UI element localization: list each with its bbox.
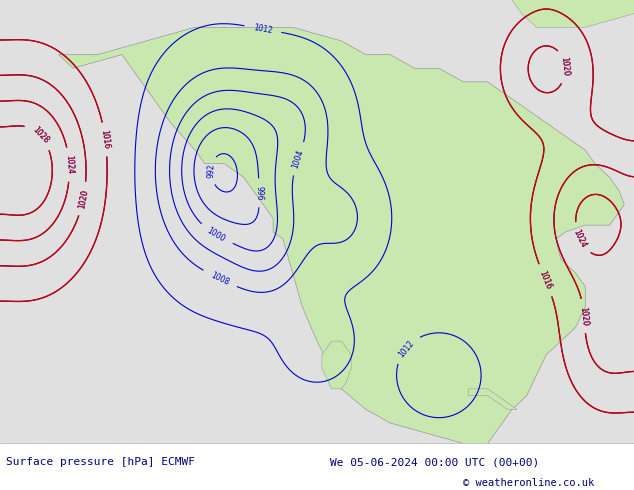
Text: 1016: 1016 (100, 129, 111, 149)
Text: 1008: 1008 (209, 270, 231, 287)
Text: 1024: 1024 (571, 228, 588, 249)
Text: 1004: 1004 (291, 148, 306, 170)
Text: 1020: 1020 (559, 57, 570, 77)
Text: 1020: 1020 (77, 189, 89, 209)
Text: Surface pressure [hPa] ECMWF: Surface pressure [hPa] ECMWF (6, 457, 195, 467)
Text: 1012: 1012 (253, 23, 273, 35)
Text: 1020: 1020 (77, 189, 89, 209)
Polygon shape (58, 27, 624, 443)
Text: We 05-06-2024 00:00 UTC (00+00): We 05-06-2024 00:00 UTC (00+00) (330, 457, 539, 467)
Text: 1016: 1016 (538, 270, 553, 291)
Text: 1016: 1016 (538, 270, 553, 291)
Text: 1024: 1024 (64, 155, 74, 174)
Text: 996: 996 (255, 185, 264, 200)
Text: © weatheronline.co.uk: © weatheronline.co.uk (463, 478, 594, 488)
Text: 992: 992 (207, 163, 216, 178)
Text: 1028: 1028 (30, 125, 50, 145)
Polygon shape (322, 341, 351, 389)
Polygon shape (512, 0, 634, 27)
Text: 1000: 1000 (205, 226, 227, 244)
Text: 1012: 1012 (396, 338, 415, 359)
Text: 1028: 1028 (30, 125, 50, 145)
Text: 1020: 1020 (578, 306, 590, 326)
Text: 1020: 1020 (578, 306, 590, 326)
Text: 1020: 1020 (559, 57, 570, 77)
Text: 1024: 1024 (64, 155, 74, 174)
Text: 1016: 1016 (100, 129, 111, 149)
Polygon shape (468, 389, 517, 409)
Text: 1024: 1024 (571, 228, 588, 249)
